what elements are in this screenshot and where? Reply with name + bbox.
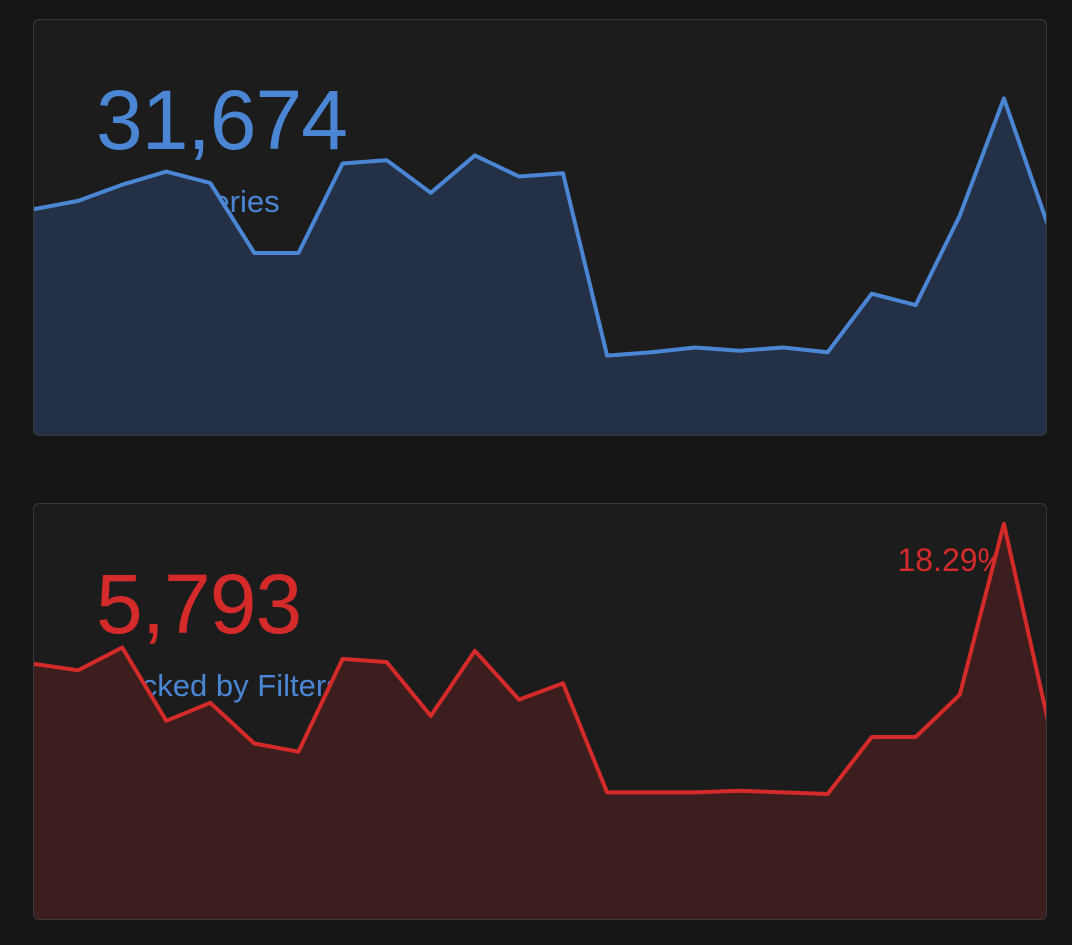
dns-queries-sparkline-fill <box>34 98 1046 435</box>
dns-queries-card: 31,674 DNS Queries <box>33 19 1047 436</box>
blocked-count: 5,793 <box>96 557 302 651</box>
dns-queries-sparkline-line <box>34 96 1046 358</box>
blocked-sparkline-line <box>34 521 1046 796</box>
dns-queries-sparkline <box>34 96 1046 435</box>
blocked-by-filters-card: 5,793 18.29% Blocked by Filters <box>33 503 1047 920</box>
dns-queries-count: 31,674 <box>96 73 348 167</box>
blocked-sparkline <box>34 521 1046 919</box>
blocked-percentage: 18.29% <box>897 542 1006 578</box>
blocked-sparkline-fill <box>34 523 1046 919</box>
